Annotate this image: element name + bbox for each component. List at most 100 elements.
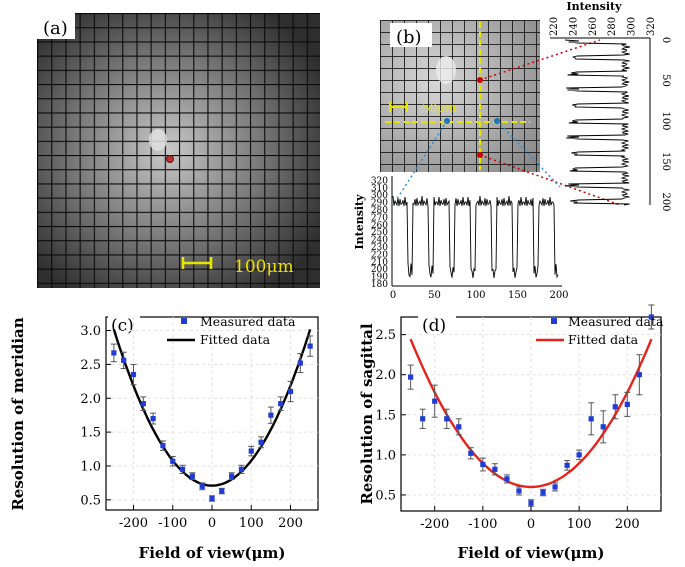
chart-d-legend: Measured data Fitted data: [536, 314, 664, 347]
vprofile-intensity-tick: 300: [627, 17, 638, 36]
hprofile-y-tick: 290: [371, 199, 388, 209]
data-marker: [612, 404, 618, 410]
y-tick-label: 0.5: [375, 488, 396, 503]
y-tick-label: 2.5: [375, 328, 396, 343]
legend-c-fitted: Fitted data: [200, 332, 271, 347]
data-marker: [564, 462, 570, 468]
data-marker: [248, 448, 254, 454]
data-point: [140, 396, 147, 411]
y-tick-label: 1.5: [80, 426, 101, 441]
chart-c-label: (c): [111, 316, 134, 336]
hprofile-y-tick: 280: [371, 206, 388, 216]
data-point: [576, 449, 583, 461]
data-point: [199, 482, 206, 491]
chart-d-ticks: -200 -100 0 100 200 0.5 1.0 1.5 2.0 2.5: [375, 328, 639, 532]
hprofile-y-tick: 190: [371, 273, 388, 283]
data-point: [297, 353, 304, 374]
panel-b: (b) 50μm Intensity 220 240 260 280 300 320 0 5…: [353, 0, 671, 301]
horizontal-profile-trace: [392, 195, 559, 279]
data-point: [228, 472, 235, 481]
scalebar-a-label: 100μm: [234, 257, 294, 277]
data-point: [287, 380, 294, 403]
hprofile-x-tick: 0: [390, 290, 396, 301]
data-marker: [209, 495, 215, 502]
data-point: [307, 335, 314, 357]
data-point: [419, 408, 426, 429]
data-marker: [189, 473, 195, 479]
data-marker: [278, 401, 284, 407]
data-marker: [287, 388, 294, 395]
data-marker: [170, 458, 176, 464]
data-marker: [229, 473, 235, 479]
data-point: [407, 364, 414, 390]
vprofile-depth-tick: 200: [660, 192, 671, 211]
data-marker: [199, 483, 205, 489]
y-tick-label: 1.5: [375, 408, 396, 423]
data-marker: [600, 424, 606, 430]
panel-b-label: (b): [396, 27, 422, 48]
x-tick-label: 100: [239, 516, 264, 531]
hprofile-y-tick: 180: [371, 280, 388, 290]
chart-c-fitted-curve: [112, 329, 312, 487]
chart-c-gridlines: [106, 317, 318, 510]
center-marker-a: [166, 155, 174, 163]
data-point: [503, 474, 510, 484]
panel-a: (a) 100μm: [37, 13, 320, 288]
hprofile-y-tick: 240: [371, 236, 388, 246]
bright-particle-b: [436, 56, 456, 84]
data-marker: [307, 343, 313, 349]
vprofile-intensity-tick: 240: [568, 17, 579, 36]
x-tick-label: 0: [208, 516, 216, 531]
chart-d-label: (d): [422, 316, 446, 336]
data-marker: [516, 488, 522, 494]
data-marker: [408, 374, 414, 380]
hprofile-y-tick: 270: [371, 213, 388, 223]
data-marker: [636, 372, 642, 378]
data-point: [120, 351, 127, 369]
data-point: [218, 487, 225, 495]
chart-c-legend: Measured data Fitted data: [167, 314, 296, 347]
data-marker: [268, 412, 274, 418]
vprofile-intensity-tick: 320: [646, 17, 657, 36]
hprofile-y-tick: 230: [371, 243, 388, 253]
grid-pattern-a: [37, 13, 320, 288]
data-marker: [504, 476, 510, 482]
data-marker: [576, 452, 582, 458]
legend-d-measured: Measured data: [568, 314, 664, 329]
y-tick-label: 1.0: [80, 459, 101, 474]
data-point: [612, 394, 619, 420]
bright-particle-a: [149, 129, 167, 151]
data-marker: [540, 489, 546, 496]
data-marker: [140, 401, 146, 407]
y-tick-label: 0.5: [80, 493, 101, 508]
data-point: [110, 343, 117, 363]
data-point: [636, 354, 643, 396]
blue-connector-right: [496, 120, 561, 188]
vprofile-depth-tick: 0: [660, 37, 671, 43]
y-tick-label: 2.5: [80, 358, 101, 373]
data-point: [624, 391, 631, 417]
chart-d-sagittal: (d) -200 -100 0 100 200 0.5 1.0 1.5 2.0 2.5 Field…: [358, 304, 664, 562]
data-point: [515, 486, 522, 496]
data-marker: [219, 488, 225, 494]
hprofile-x-tick: 200: [549, 290, 568, 301]
data-marker: [432, 398, 438, 404]
chart-c-points: [110, 335, 314, 502]
data-marker: [238, 466, 245, 472]
data-marker: [444, 416, 450, 422]
vertical-profile-depth-ticks: 0 50 100 150 200: [660, 37, 671, 212]
data-marker: [468, 450, 474, 456]
data-point: [467, 447, 474, 460]
data-point: [209, 495, 215, 502]
horizontal-profile-x-ticks: 0 50 100 150 200: [390, 290, 569, 301]
data-marker: [420, 416, 426, 422]
data-point: [159, 440, 166, 451]
data-point: [169, 456, 176, 467]
chart-d-gridlines: [401, 317, 661, 511]
vertical-profile: Intensity 220 240 260 280 300 320 0 50 100 150 20…: [549, 0, 671, 212]
chart-c-ticks: -200 -100 0 100 200 0.5 1.0 1.5 2.0 2.5 3.0: [80, 324, 303, 531]
x-tick-label: 200: [278, 516, 303, 531]
vertical-profile-intensity-ticks: 220 240 260 280 300 320: [549, 17, 657, 36]
data-point: [491, 463, 498, 476]
data-marker: [111, 350, 117, 356]
